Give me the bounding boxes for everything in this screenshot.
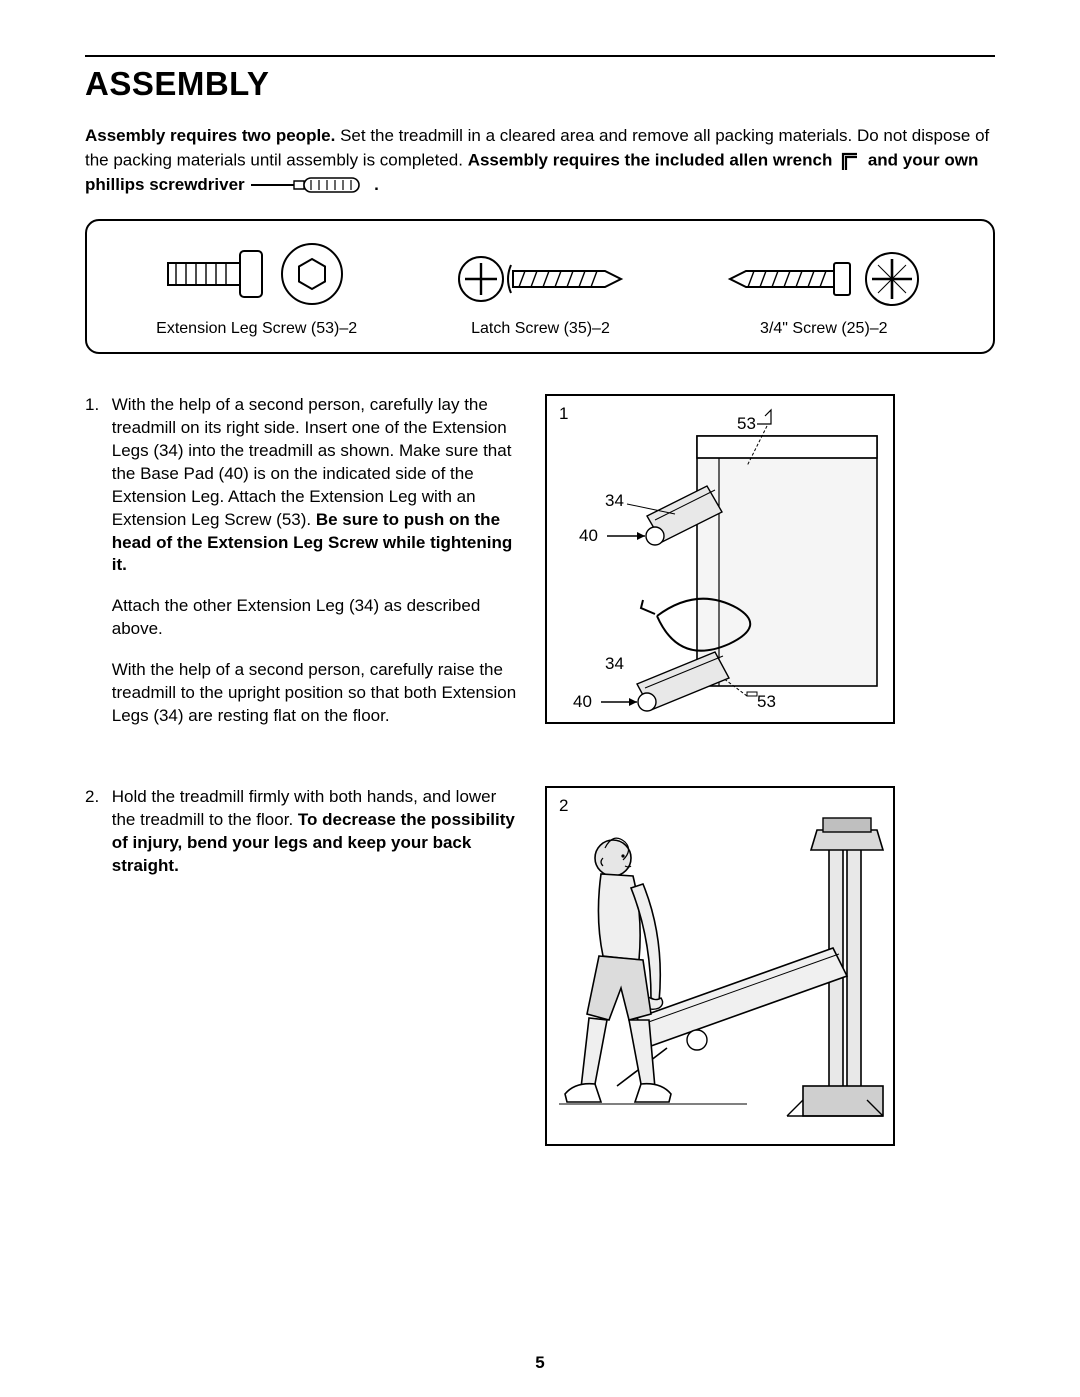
part-label: Extension Leg Screw (53)–2	[156, 320, 357, 338]
callout-53: 53	[737, 414, 756, 434]
callout-53: 53	[757, 692, 776, 712]
screwdriver-icon	[249, 175, 369, 195]
step1-diagram	[547, 396, 893, 722]
callout-34: 34	[605, 491, 624, 511]
callout-34: 34	[605, 654, 624, 674]
step-1-text: 1. With the help of a second person, car…	[85, 394, 525, 746]
step-number: 1.	[85, 394, 107, 417]
step-body: With the help of a second person, carefu…	[112, 394, 522, 746]
intro-lead: Assembly requires two people.	[85, 126, 335, 145]
intro-tools-a: Assembly requires the included allen wre…	[468, 150, 833, 169]
page-title: ASSEMBLY	[85, 65, 995, 103]
step-1: 1. With the help of a second person, car…	[85, 394, 995, 746]
part-label: Latch Screw (35)–2	[455, 320, 625, 338]
steps: 1. With the help of a second person, car…	[85, 394, 995, 1146]
part-latch-screw: Latch Screw (35)–2	[455, 249, 625, 338]
intro-paragraph: Assembly requires two people. Set the tr…	[85, 125, 995, 197]
intro-period: .	[374, 175, 379, 194]
step1-p2: Attach the other Extension Leg (34) as d…	[112, 595, 522, 641]
step-2: 2. Hold the treadmill firmly with both h…	[85, 786, 995, 1146]
three-quarter-screw-icon	[724, 249, 924, 309]
step1-p1a: With the help of a second person, carefu…	[112, 395, 512, 529]
step-number: 2.	[85, 786, 107, 809]
step-2-figure: 2	[545, 786, 895, 1146]
step1-p3: With the help of a second person, carefu…	[112, 659, 522, 728]
part-three-quarter-screw: 3/4" Screw (25)–2	[724, 249, 924, 338]
latch-screw-icon	[455, 249, 625, 309]
step2-diagram	[547, 788, 893, 1144]
step-2-text: 2. Hold the treadmill firmly with both h…	[85, 786, 525, 896]
figure-box: 1	[545, 394, 895, 724]
step-1-figure: 1	[545, 394, 895, 724]
callout-40: 40	[579, 526, 598, 546]
step-body: Hold the treadmill firmly with both hand…	[112, 786, 522, 896]
figure-box: 2	[545, 786, 895, 1146]
extension-leg-screw-icon	[162, 239, 352, 309]
page-number: 5	[0, 1353, 1080, 1373]
allen-wrench-icon	[837, 148, 863, 174]
callout-40: 40	[573, 692, 592, 712]
top-rule	[85, 55, 995, 57]
part-extension-leg-screw: Extension Leg Screw (53)–2	[156, 239, 357, 338]
page: ASSEMBLY Assembly requires two people. S…	[0, 0, 1080, 1397]
parts-box: Extension Leg Screw (53)–2 Latch Screw (…	[85, 219, 995, 354]
part-label: 3/4" Screw (25)–2	[724, 320, 924, 338]
